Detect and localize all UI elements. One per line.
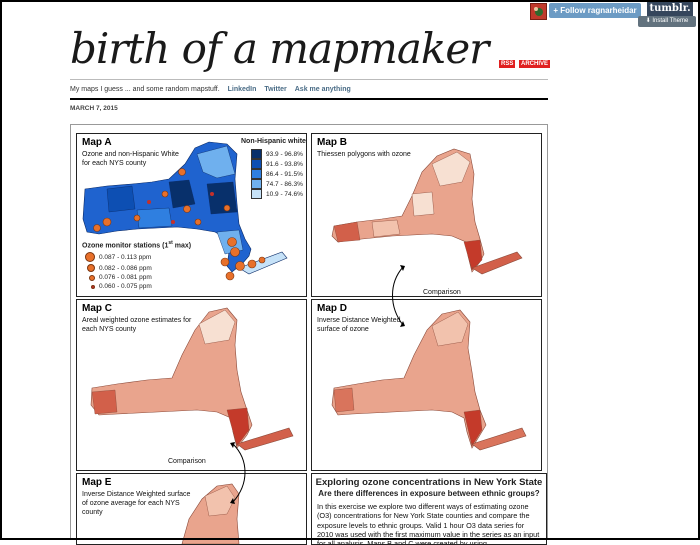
map-d-subtitle: Inverse Distance Weighted surface of ozo… <box>317 317 401 333</box>
text-panel-subheading: Are there differences in exposure betwee… <box>318 489 540 498</box>
text-panel-heading: Exploring ozone concentrations in New Yo… <box>315 477 543 488</box>
map-a-legend-title: Non-Hispanic white <box>241 138 306 145</box>
map-c-graphic <box>90 307 294 451</box>
station-label: 0.082 - 0.086 ppm <box>99 264 152 272</box>
legend-swatch <box>251 189 262 199</box>
map-a-graphic <box>82 141 288 281</box>
comparison-arrow-1 <box>392 265 405 327</box>
blog-title[interactable]: birth of a mapmaker <box>70 24 489 73</box>
link-linkedin[interactable]: LinkedIn <box>227 86 257 93</box>
map-e-subtitle: Inverse Distance Weighted surface of ozo… <box>82 491 191 516</box>
map-b-panel: Map B Thiessen polygons with ozone <box>311 133 542 297</box>
station-legend-row: 0.076 - 0.081 ppm <box>87 274 152 281</box>
map-a-subtitle: Ozone and non-Hispanic White for each NY… <box>82 151 179 167</box>
map-d-title: Map D <box>317 303 347 314</box>
map-a-panel: Map A Ozone and non-Hispanic White for e… <box>76 133 307 297</box>
legend-row: 91.6 - 93.8% <box>251 159 303 169</box>
map-d-panel: Map D Inverse Distance Weighted surface … <box>311 299 542 471</box>
map-b-title: Map B <box>317 137 347 148</box>
map-e-graphic <box>181 483 240 544</box>
map-c-subtitle: Areal weighted ozone estimates for each … <box>82 317 192 333</box>
text-panel-body: In this exercise we explore two differen… <box>317 502 540 545</box>
archive-link[interactable]: ARCHIVE <box>519 60 551 68</box>
stations-title-prefix: Ozone monitor stations (1 <box>82 242 169 250</box>
blog-description-row: My maps I guess ... and some random maps… <box>70 86 351 93</box>
station-legend-row: 0.060 - 0.075 ppm <box>88 283 152 290</box>
legend-label: 74.7 - 86.3% <box>266 180 303 188</box>
tumblr-logo[interactable]: tumblr. <box>647 2 693 16</box>
install-theme-button[interactable]: ⬇ Install Theme <box>638 16 696 27</box>
poster-image: Map A Ozone and non-Hispanic White for e… <box>70 124 548 545</box>
legend-label: 93.9 - 96.8% <box>266 150 303 158</box>
stations-legend-title: Ozone monitor stations (1st max) <box>82 240 191 249</box>
stations-title-suffix: max) <box>172 242 192 250</box>
description-divider <box>70 98 548 100</box>
follow-button[interactable]: + Follow ragnarheidar <box>549 3 641 18</box>
map-e-panel: Map E Inverse Distance Weighted surface … <box>76 473 307 545</box>
text-panel: Exploring ozone concentrations in New Yo… <box>311 473 547 545</box>
post-date[interactable]: MARCH 7, 2015 <box>70 105 118 112</box>
station-dot <box>89 274 95 281</box>
map-c-title: Map C <box>82 303 112 314</box>
station-dot <box>91 284 95 289</box>
install-theme-label: Install Theme <box>652 18 689 24</box>
link-ask[interactable]: Ask me anything <box>294 86 351 93</box>
station-legend-row: 0.082 - 0.086 ppm <box>86 264 152 272</box>
station-label: 0.060 - 0.075 ppm <box>99 283 152 290</box>
station-dot <box>87 264 95 272</box>
comparison-arrow-2 <box>230 442 246 504</box>
legend-label: 10.9 - 74.6% <box>266 190 303 198</box>
map-a-title: Map A <box>82 137 112 148</box>
legend-swatch <box>251 149 262 159</box>
legend-swatch <box>251 179 262 189</box>
header-divider <box>70 79 548 80</box>
legend-label: 86.4 - 91.5% <box>266 170 303 178</box>
legend-row: 74.7 - 86.3% <box>251 179 303 189</box>
blog-description: My maps I guess ... and some random maps… <box>70 86 220 93</box>
station-legend-row: 0.087 - 0.113 ppm <box>85 252 151 262</box>
link-twitter[interactable]: Twitter <box>264 86 287 93</box>
rss-link[interactable]: RSS <box>499 60 516 68</box>
legend-swatch <box>251 169 262 179</box>
stations-title-sup: st <box>168 240 173 246</box>
legend-row: 93.9 - 96.8% <box>251 149 303 159</box>
comparison-label-1: Comparison <box>423 289 461 296</box>
map-b-subtitle: Thiessen polygons with ozone <box>317 151 411 158</box>
blog-avatar[interactable] <box>530 3 547 20</box>
station-label: 0.076 - 0.081 ppm <box>99 274 152 281</box>
comparison-label-2: Comparison <box>168 458 206 465</box>
map-c-panel: Map C Areal weighted ozone estimates for… <box>76 299 307 471</box>
map-d-graphic <box>331 309 527 451</box>
legend-swatch <box>251 159 262 169</box>
download-icon: ⬇ <box>645 18 651 24</box>
legend-row: 86.4 - 91.5% <box>251 169 303 179</box>
station-label: 0.087 - 0.113 ppm <box>99 253 152 261</box>
legend-row: 10.9 - 74.6% <box>251 189 303 199</box>
station-dot <box>85 252 95 262</box>
map-e-title: Map E <box>82 477 112 488</box>
map-b-graphic <box>331 148 523 275</box>
legend-label: 91.6 - 93.8% <box>266 160 303 168</box>
avatar-icon <box>531 4 546 19</box>
